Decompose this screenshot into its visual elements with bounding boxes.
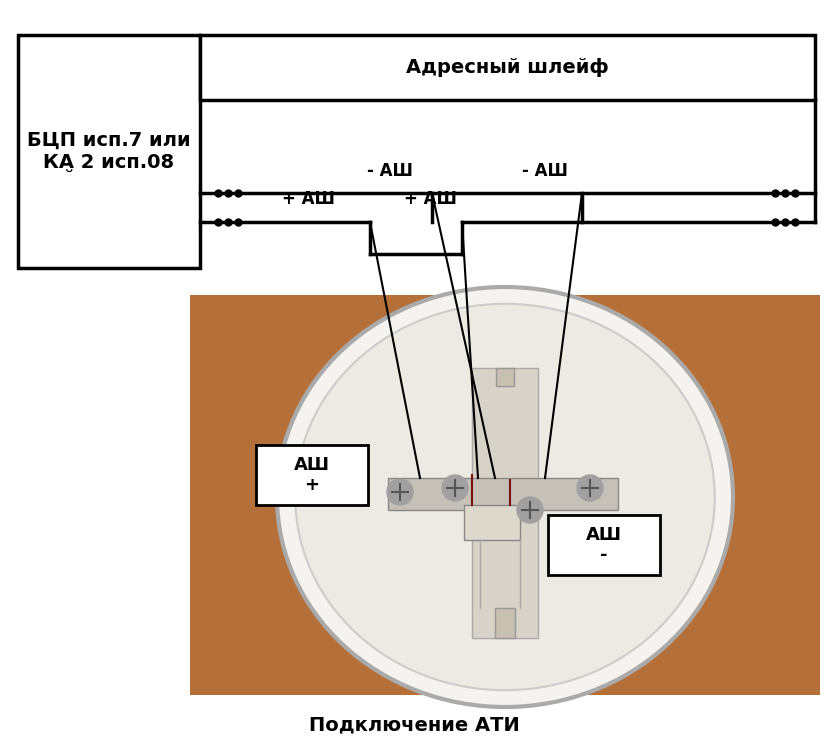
Text: Адресный шлейф: Адресный шлейф xyxy=(406,58,608,77)
Bar xyxy=(471,368,537,638)
Bar xyxy=(200,35,814,100)
Ellipse shape xyxy=(277,287,732,707)
Bar xyxy=(388,478,617,510)
Bar xyxy=(547,515,659,575)
Circle shape xyxy=(441,475,468,501)
Circle shape xyxy=(517,497,542,523)
Text: - АШ: - АШ xyxy=(367,162,412,180)
Text: + АШ: + АШ xyxy=(403,190,456,208)
Text: + АШ: + АШ xyxy=(282,190,334,208)
Text: БЦП исп.7 или
КА̮ 2 исп.08: БЦП исп.7 или КА̮ 2 исп.08 xyxy=(27,131,190,172)
Bar xyxy=(18,35,200,268)
Bar xyxy=(190,295,819,695)
Bar xyxy=(464,505,519,540)
Text: АШ
+: АШ + xyxy=(294,456,330,495)
Circle shape xyxy=(387,479,412,505)
Text: АШ
-: АШ - xyxy=(585,526,621,565)
Bar xyxy=(494,608,514,638)
Bar xyxy=(495,368,513,386)
Circle shape xyxy=(576,475,602,501)
Ellipse shape xyxy=(295,304,714,690)
Text: Подключение АТИ: Подключение АТИ xyxy=(309,716,519,734)
Text: - АШ: - АШ xyxy=(522,162,567,180)
Bar xyxy=(256,445,368,505)
